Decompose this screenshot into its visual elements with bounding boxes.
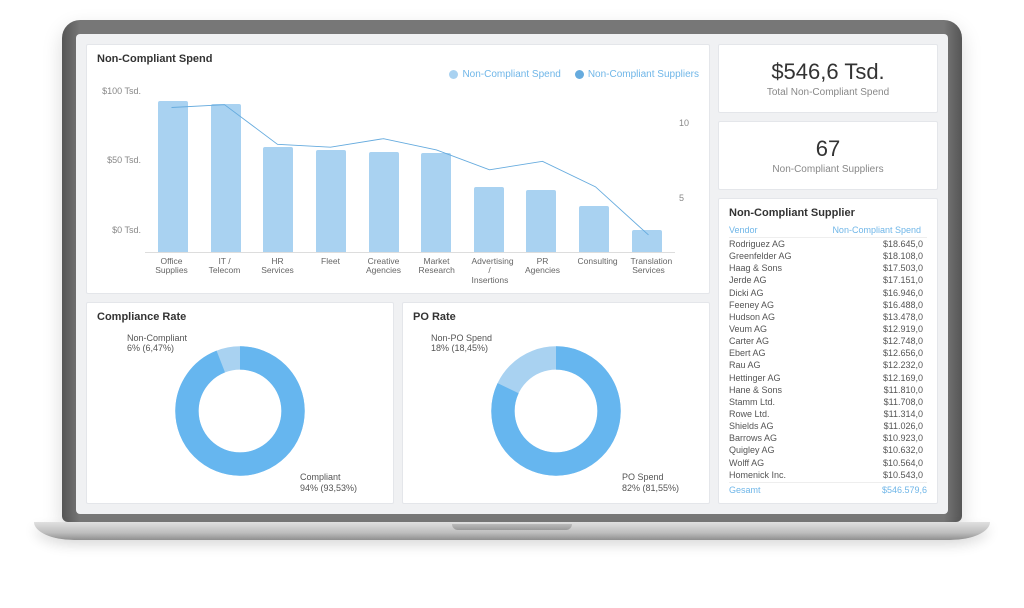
donut-svg bbox=[486, 341, 626, 481]
table-row[interactable]: Carter AG$12.748,0 bbox=[729, 335, 923, 347]
y-axis-right: 105 bbox=[675, 82, 699, 253]
kpi-total-spend: $546,6 Tsd. Total Non-Compliant Spend bbox=[718, 44, 938, 113]
chart-title: PO Rate bbox=[413, 311, 699, 323]
table-body[interactable]: Rodriguez AG$18.645,0Greenfelder AG$18.1… bbox=[729, 238, 927, 482]
table-row[interactable]: Greenfelder AG$18.108,0 bbox=[729, 250, 923, 262]
x-label: Fleet bbox=[313, 257, 349, 285]
x-label: Translation Services bbox=[631, 257, 667, 285]
callout-secondary: Non-PO Spend18% (18,45%) bbox=[431, 333, 492, 354]
table-row[interactable]: Hettinger AG$12.169,0 bbox=[729, 372, 923, 384]
dashboard-screen: Non-Compliant Spend Non-Compliant Spend … bbox=[76, 34, 948, 514]
table-row[interactable]: Hudson AG$13.478,0 bbox=[729, 311, 923, 323]
x-label: IT / Telecom bbox=[207, 257, 243, 285]
chart-title: Non-Compliant Spend bbox=[97, 53, 699, 65]
non-compliant-spend-chart: Non-Compliant Spend Non-Compliant Spend … bbox=[86, 44, 710, 294]
compliance-rate-chart: Compliance Rate Non-Compliant6% (6,47%) … bbox=[86, 302, 394, 504]
x-axis-labels: Office Supplies IT / Telecom HR Services Fl… bbox=[145, 257, 675, 285]
legend-line: Non-Compliant Suppliers bbox=[575, 69, 699, 80]
x-label: Consulting bbox=[578, 257, 614, 285]
table-row[interactable]: Rodriguez AG$18.645,0 bbox=[729, 238, 923, 250]
x-label: Advertising / Insertions bbox=[472, 257, 508, 285]
legend-bar: Non-Compliant Spend bbox=[449, 69, 560, 80]
table-title: Non-Compliant Supplier bbox=[729, 207, 927, 219]
screen-bezel: Non-Compliant Spend Non-Compliant Spend … bbox=[62, 20, 962, 522]
chart-title: Compliance Rate bbox=[97, 311, 383, 323]
table-row[interactable]: Dicki AG$16.946,0 bbox=[729, 287, 923, 299]
kpi-label: Total Non-Compliant Spend bbox=[723, 87, 933, 98]
table-row[interactable]: Haag & Sons$17.503,0 bbox=[729, 262, 923, 274]
kpi-value: $546,6 Tsd. bbox=[723, 59, 933, 85]
x-label: Market Research bbox=[419, 257, 455, 285]
table-row[interactable]: Shields AG$11.026,0 bbox=[729, 420, 923, 432]
x-label: HR Services bbox=[260, 257, 296, 285]
chart-legend: Non-Compliant Spend Non-Compliant Suppli… bbox=[97, 69, 699, 80]
table-row[interactable]: Wolff AG$10.564,0 bbox=[729, 457, 923, 469]
table-row[interactable]: Veum AG$12.919,0 bbox=[729, 323, 923, 335]
non-compliant-supplier-table: Non-Compliant Supplier Vendor Non-Compli… bbox=[718, 198, 938, 504]
table-row[interactable]: Hane & Sons$11.810,0 bbox=[729, 384, 923, 396]
table-row[interactable]: Ebert AG$12.656,0 bbox=[729, 347, 923, 359]
kpi-supplier-count: 67 Non-Compliant Suppliers bbox=[718, 121, 938, 190]
table-row[interactable]: Stamm Ltd.$11.708,0 bbox=[729, 396, 923, 408]
laptop-base bbox=[34, 522, 990, 540]
col-spend: Non-Compliant Spend bbox=[832, 225, 921, 235]
callout-primary: PO Spend82% (81,55%) bbox=[622, 472, 679, 493]
table-row[interactable]: Rowe Ltd.$11.314,0 bbox=[729, 408, 923, 420]
po-rate-chart: PO Rate Non-PO Spend18% (18,45%) PO Spen… bbox=[402, 302, 710, 504]
donut-svg bbox=[170, 341, 310, 481]
x-label: PR Agencies bbox=[525, 257, 561, 285]
plot-area bbox=[145, 82, 675, 253]
x-label: Creative Agencies bbox=[366, 257, 402, 285]
table-row[interactable]: Homenick Inc.$10.543,0 bbox=[729, 469, 923, 481]
table-row[interactable]: Feeney AG$16.488,0 bbox=[729, 299, 923, 311]
callout-primary: Compliant94% (93,53%) bbox=[300, 472, 357, 493]
table-header: Vendor Non-Compliant Spend bbox=[729, 223, 927, 238]
x-label: Office Supplies bbox=[154, 257, 190, 285]
kpi-label: Non-Compliant Suppliers bbox=[723, 164, 933, 175]
table-row[interactable]: Barrows AG$10.923,0 bbox=[729, 432, 923, 444]
laptop-mockup: Non-Compliant Spend Non-Compliant Spend … bbox=[62, 20, 962, 540]
table-row[interactable]: Rau AG$12.232,0 bbox=[729, 359, 923, 371]
kpi-value: 67 bbox=[723, 136, 933, 162]
table-row[interactable]: Quigley AG$10.632,0 bbox=[729, 444, 923, 456]
y-axis-left: $100 Tsd.$50 Tsd.$0 Tsd. bbox=[97, 82, 145, 253]
table-total-row: Gesamt $546.579,6 bbox=[729, 482, 927, 495]
col-vendor: Vendor bbox=[729, 225, 758, 235]
table-row[interactable]: Jerde AG$17.151,0 bbox=[729, 274, 923, 286]
callout-secondary: Non-Compliant6% (6,47%) bbox=[127, 333, 187, 354]
